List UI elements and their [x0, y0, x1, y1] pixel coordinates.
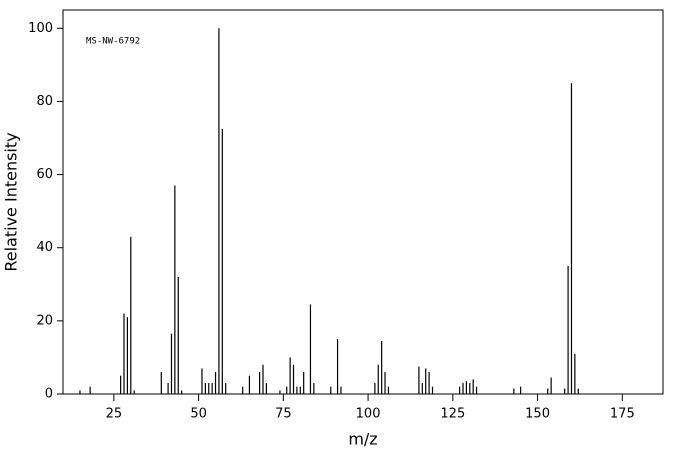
- y-tick-label: 100: [28, 21, 53, 36]
- annotation: MS-NW-6792: [86, 37, 140, 47]
- plot-frame: [62, 9, 664, 395]
- x-tick-label: 50: [190, 407, 207, 422]
- y-tick-label: 60: [36, 167, 53, 182]
- x-tick-label: 25: [106, 407, 123, 422]
- y-tick-label: 20: [36, 313, 53, 328]
- x-tick-label: 75: [275, 407, 292, 422]
- x-tick-label: 150: [525, 407, 550, 422]
- y-axis-label: Relative Intensity: [2, 132, 21, 271]
- x-tick-label: 125: [440, 407, 465, 422]
- y-tick-label: 0: [45, 387, 53, 402]
- x-axis-label: m/z: [348, 430, 377, 449]
- x-tick-label: 100: [356, 407, 381, 422]
- y-tick-label: 80: [36, 94, 53, 109]
- x-tick-label: 175: [610, 407, 635, 422]
- y-tick-label: 40: [36, 240, 53, 255]
